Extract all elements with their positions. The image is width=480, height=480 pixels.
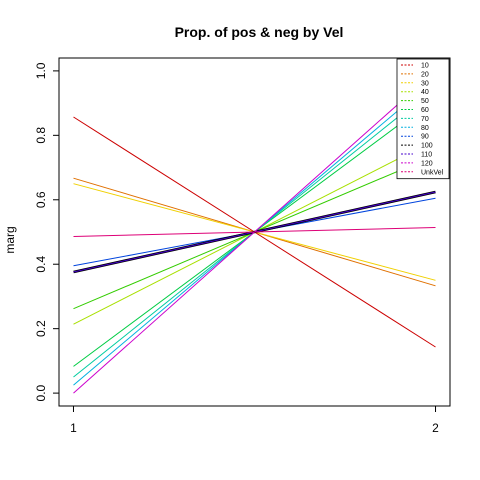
series-layer <box>73 70 436 394</box>
legend-label-20: 20 <box>421 71 429 78</box>
y-tick-label: 1.0 <box>34 62 48 79</box>
y-tick-label: 0.8 <box>34 127 48 144</box>
legend-label-80: 80 <box>421 125 429 132</box>
y-axis-label: marg <box>3 226 17 253</box>
chart-title: Prop. of pos & neg by Vel <box>175 24 344 40</box>
y-axis: 0.0 0.2 0.4 0.6 0.8 1.0 <box>34 62 59 401</box>
y-tick-label: 0.4 <box>34 256 48 273</box>
x-tick-label: 1 <box>70 421 77 435</box>
legend-label-60: 60 <box>421 107 429 114</box>
x-tick-label: 2 <box>432 421 439 435</box>
legend-label-unkvel: UnkVel <box>421 169 444 176</box>
legend-label-40: 40 <box>421 89 429 96</box>
y-tick-label: 0.2 <box>34 320 48 337</box>
legend-label-110: 110 <box>421 152 432 159</box>
legend-label-100: 100 <box>421 143 433 150</box>
legend-label-10: 10 <box>421 63 429 70</box>
legend-label-30: 30 <box>421 80 429 87</box>
legend-label-50: 50 <box>421 98 429 105</box>
y-tick-label: 0.6 <box>34 191 48 208</box>
legend-label-90: 90 <box>421 134 429 141</box>
plot-frame <box>58 57 451 407</box>
legend-label-120: 120 <box>421 160 433 167</box>
series-line-unkvel <box>73 227 436 237</box>
y-tick-label: 0.0 <box>34 384 48 401</box>
legend-label-70: 70 <box>421 116 429 123</box>
